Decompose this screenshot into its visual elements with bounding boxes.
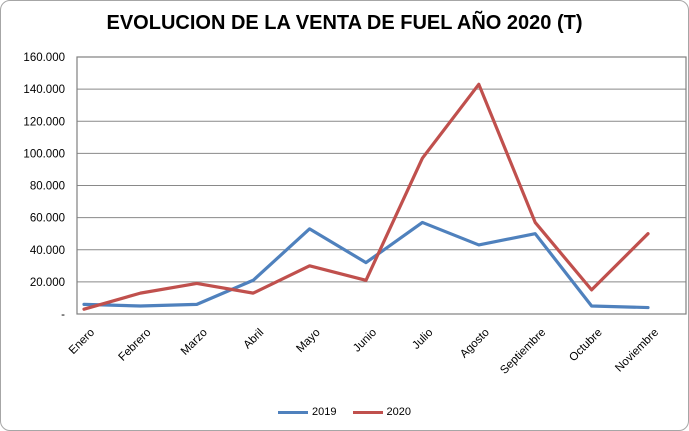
x-axis-label: Mayo [294,327,322,355]
y-axis-label: 120.000 [23,116,65,128]
x-axis-label: Junio [351,327,379,355]
x-axis-label: Julio [410,327,435,352]
x-axis-label: Febrero [117,327,154,364]
chart-title: EVOLUCION DE LA VENTA DE FUEL AÑO 2020 (… [106,12,583,34]
y-axis-label: - [61,309,65,321]
y-axis-label: 140.000 [23,84,65,96]
y-axis-label: 60.000 [30,213,65,225]
plot-border [76,56,687,315]
x-axis-label: Marzo [179,327,210,358]
y-axis-label: 40.000 [30,245,65,257]
series-line-2020 [82,82,650,311]
chart-legend: 2019 2020 [1,406,688,418]
x-axis-label: Octubre [567,327,604,364]
y-axis-label: 160.000 [23,52,65,64]
x-axis-label: Abril [242,327,267,352]
legend-item-2020: 2020 [352,406,411,418]
legend-item-2019: 2019 [278,406,337,418]
y-axis-label: 80.000 [30,181,65,193]
legend-swatch-2020 [352,410,383,414]
y-axis-label: 20.000 [30,277,65,289]
x-axis-label: Septiembre [498,327,548,377]
x-axis-label: Enero [67,327,97,357]
y-axis-label: 100.000 [23,148,65,160]
series-line-2019 [82,220,650,310]
legend-label-2020: 2020 [386,406,411,418]
legend-swatch-2019 [278,410,309,414]
x-axis-label: Noviembre [613,327,661,375]
x-axis-label: Agosto [458,327,492,361]
legend-label-2019: 2019 [312,406,337,418]
